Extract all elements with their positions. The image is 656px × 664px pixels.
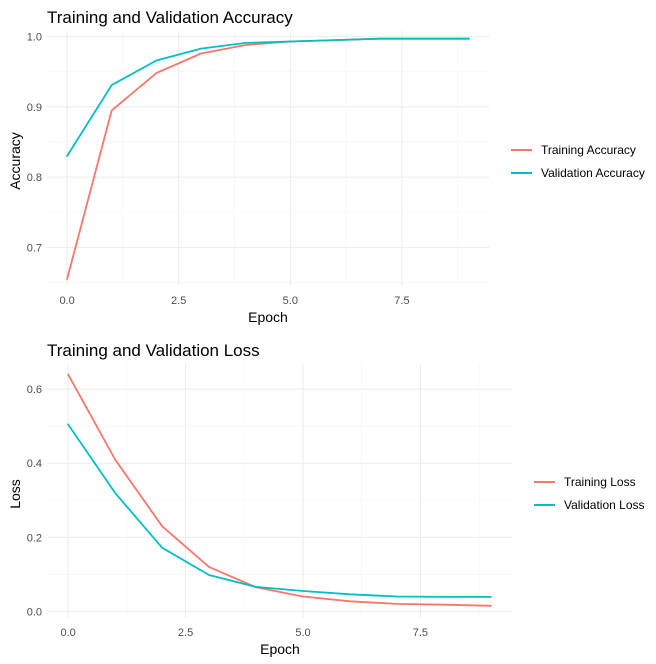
accuracy-x-tick-label: 7.5 — [394, 295, 409, 307]
loss-x-tick-label: 5.0 — [295, 627, 310, 639]
accuracy-x-tick-label: 2.5 — [171, 295, 186, 307]
accuracy-legend: Training Accuracy Validation Accuracy — [511, 143, 645, 180]
series-line-validation-accuracy — [66, 37, 470, 157]
loss-y-tick-label: 0.2 — [27, 532, 42, 544]
accuracy-chart: Training and Validation Accuracy 0.70.80… — [7, 8, 645, 325]
loss-x-tick-label: 2.5 — [178, 627, 193, 639]
accuracy-y-tick-label: 0.7 — [27, 242, 42, 254]
loss-chart-title: Training and Validation Loss — [47, 341, 260, 360]
series-line-training-loss — [67, 373, 492, 607]
accuracy-y-tick-label: 0.9 — [27, 102, 42, 114]
loss-y-axis-title: Loss — [7, 479, 23, 509]
legend-label-validation-loss: Validation Loss — [564, 498, 645, 512]
accuracy-chart-title: Training and Validation Accuracy — [47, 8, 293, 27]
loss-y-tick-label: 0.6 — [27, 384, 42, 396]
loss-x-tick-label: 7.5 — [413, 627, 428, 639]
loss-gridlines — [47, 364, 512, 618]
loss-legend: Training Loss Validation Loss — [534, 475, 645, 512]
loss-y-ticks: 0.0 0.2 0.4 0.6 — [27, 384, 42, 618]
legend-label-training-accuracy: Training Accuracy — [541, 143, 636, 157]
loss-series — [67, 373, 492, 607]
series-line-validation-loss — [67, 423, 492, 598]
loss-y-tick-label: 0.4 — [27, 458, 42, 470]
accuracy-x-ticks: 0.0 2.5 5.0 7.5 — [59, 295, 409, 307]
legend-label-validation-accuracy: Validation Accuracy — [541, 166, 645, 180]
accuracy-y-tick-label: 0.8 — [27, 172, 42, 184]
accuracy-x-tick-label: 5.0 — [283, 295, 298, 307]
loss-x-axis-title: Epoch — [260, 641, 300, 657]
accuracy-series — [66, 37, 470, 280]
accuracy-y-ticks: 0.7 0.8 0.9 1.0 — [27, 32, 42, 255]
series-line-training-accuracy — [66, 37, 470, 280]
accuracy-y-axis-title: Accuracy — [7, 132, 23, 190]
accuracy-y-tick-label: 1.0 — [27, 32, 42, 44]
accuracy-gridlines — [47, 31, 489, 286]
accuracy-x-tick-label: 0.0 — [59, 295, 74, 307]
loss-x-ticks: 0.0 2.5 5.0 7.5 — [60, 627, 428, 639]
loss-y-tick-label: 0.0 — [27, 606, 42, 618]
loss-x-tick-label: 0.0 — [60, 627, 75, 639]
legend-label-training-loss: Training Loss — [564, 475, 636, 489]
loss-chart: Training and Validation Loss 0.00.20.40.… — [7, 341, 645, 657]
accuracy-x-axis-title: Epoch — [248, 309, 288, 325]
